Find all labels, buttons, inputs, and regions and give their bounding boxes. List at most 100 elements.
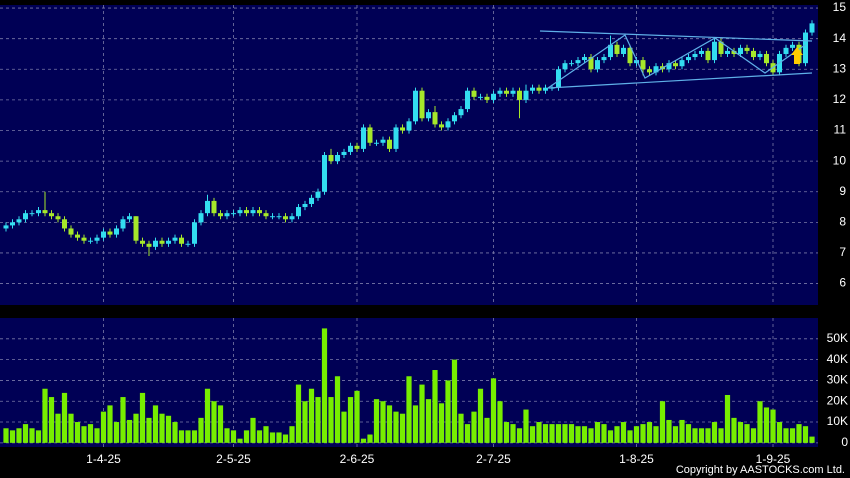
candle-body (315, 191, 321, 198)
candle-body (328, 155, 334, 162)
candle-body (432, 112, 438, 125)
volume-bar (770, 409, 776, 443)
candle-body (276, 216, 282, 218)
candle-body (218, 213, 223, 217)
candle-body (322, 155, 327, 192)
candle-body (718, 41, 724, 54)
volume-bar (282, 434, 289, 443)
volume-bar (172, 422, 178, 443)
y-tick-label: 14 (833, 31, 847, 45)
volume-bar (126, 419, 133, 443)
volume-bar (809, 436, 815, 443)
volume-bar (107, 405, 113, 443)
candle-body (562, 63, 568, 70)
volume-bar (705, 428, 711, 443)
volume-bar (334, 376, 341, 443)
candle-body (270, 216, 275, 218)
y-tick-label: 7 (839, 245, 846, 259)
volume-bar (22, 424, 29, 443)
volume-bar (341, 411, 347, 443)
candle-body (419, 90, 425, 119)
volume-bar (698, 428, 705, 443)
volume-bar (61, 392, 68, 443)
candle-body (81, 237, 87, 241)
volume-bar (490, 378, 497, 443)
candle-body (127, 216, 132, 220)
candle-body (75, 234, 80, 238)
volume-tick-label: 30K (827, 373, 848, 387)
candle-body (250, 210, 256, 214)
volume-bar (146, 417, 152, 443)
candle-body (556, 69, 561, 88)
volume-tick-label: 10K (827, 414, 848, 428)
candle-body (107, 231, 113, 235)
volume-bar (16, 428, 22, 443)
candle-body (634, 60, 639, 64)
volume-bar (373, 399, 380, 443)
volume-bar (393, 411, 399, 443)
candle-body (764, 53, 769, 64)
volume-tick-label: 40K (827, 352, 848, 366)
volume-bar (718, 428, 724, 443)
volume-bar (536, 422, 542, 443)
volume-bar (659, 401, 666, 443)
volume-bar (601, 424, 607, 443)
candle-body (673, 63, 678, 67)
candle-body (621, 47, 626, 54)
volume-bar (679, 419, 685, 443)
volume-bar (198, 417, 204, 443)
candle-body (439, 124, 444, 128)
volume-bar (100, 411, 107, 443)
candle-body (380, 139, 386, 143)
candle-body (257, 210, 262, 214)
volume-bar (380, 401, 386, 443)
volume-bar (750, 428, 757, 443)
candle-body (517, 90, 522, 100)
candle-body (172, 237, 178, 241)
volume-bar (87, 424, 94, 443)
volume-bar (367, 434, 373, 443)
volume-bar (685, 424, 692, 443)
volume-bar (68, 413, 74, 443)
candle-body (699, 50, 704, 54)
volume-bar (94, 428, 100, 443)
candle-body (686, 57, 691, 61)
volume-bar (328, 397, 334, 443)
volume-bar (763, 407, 770, 443)
y-tick-label: 13 (833, 61, 847, 75)
candle-body (757, 53, 763, 58)
volume-bar (302, 401, 308, 443)
candle-body (458, 109, 464, 116)
candle-body (55, 216, 61, 220)
candle-body (666, 63, 672, 70)
candle-body (224, 213, 230, 217)
candle-body (166, 240, 171, 244)
volume-bar (672, 426, 679, 443)
volume-bar (731, 417, 737, 443)
candle-body (114, 228, 119, 235)
volume-bar (477, 388, 484, 443)
volume-bar (42, 388, 48, 443)
candle-body (406, 121, 412, 131)
volume-bar (256, 430, 263, 443)
candle-body (601, 57, 607, 61)
volume-bar (399, 413, 406, 443)
candle-body (627, 47, 633, 64)
candle-body (783, 47, 789, 54)
candle-body (185, 243, 191, 245)
candle-body (237, 210, 243, 214)
volume-bar (438, 403, 445, 443)
candle-body (289, 216, 295, 220)
candle-body (582, 57, 587, 61)
volume-bar (289, 426, 295, 443)
candle-body (497, 90, 503, 94)
volume-bar (607, 430, 614, 443)
candle-body (712, 41, 717, 61)
candle-body (140, 240, 145, 244)
volume-bar (646, 422, 653, 443)
volume-bar (451, 359, 458, 443)
volume-bar (211, 401, 217, 443)
volume-bar (120, 397, 126, 443)
x-tick-label: 1-9-25 (756, 452, 791, 466)
volume-bar (653, 426, 659, 443)
